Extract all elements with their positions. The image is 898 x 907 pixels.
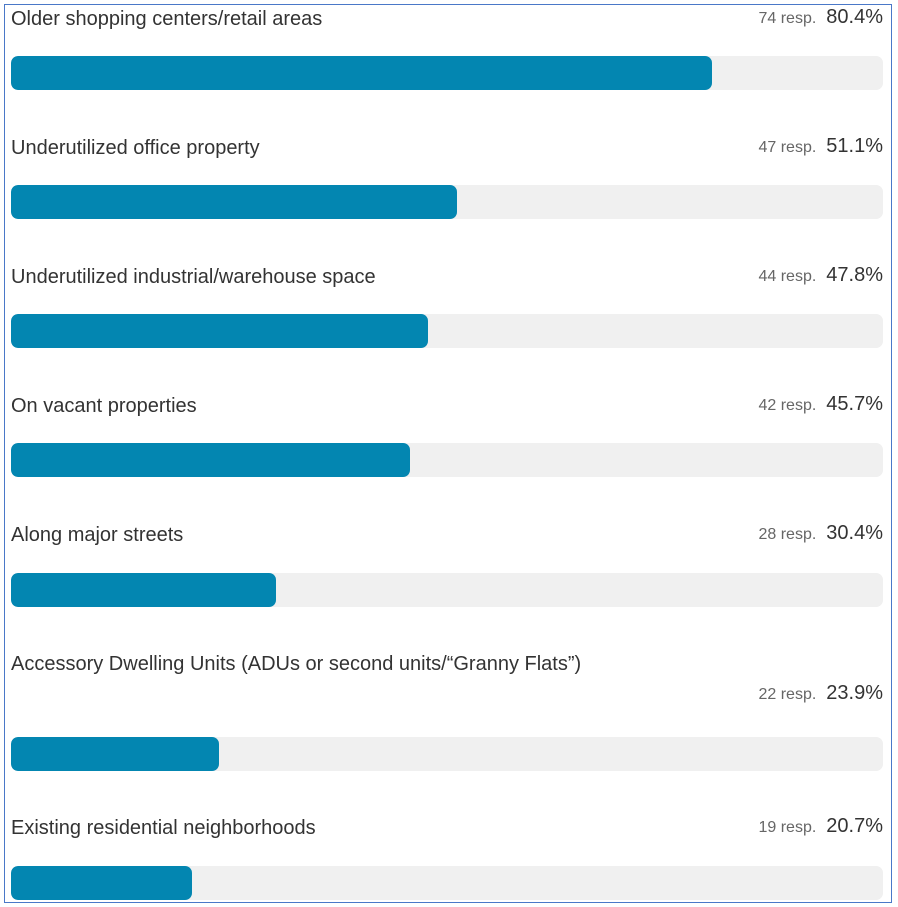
percent-label: 20.7% <box>826 815 883 837</box>
bar-fill <box>11 443 410 477</box>
percent-label: 80.4% <box>826 6 883 28</box>
bar-track <box>11 443 883 477</box>
category-label: Underutilized industrial/warehouse space <box>11 266 376 288</box>
percent-label: 30.4% <box>826 522 883 544</box>
bar-track <box>11 737 883 771</box>
category-label: On vacant properties <box>11 395 197 417</box>
bar-track <box>11 314 883 348</box>
bar-track <box>11 56 883 90</box>
category-label: Accessory Dwelling Units (ADUs or second… <box>11 653 582 675</box>
percent-label: 45.7% <box>826 393 883 415</box>
response-count-label: 22 resp. <box>758 686 817 703</box>
bar-track <box>11 185 883 219</box>
response-count-label: 47 resp. <box>758 139 817 156</box>
value-meta: 44 resp. 47.8% <box>758 264 883 287</box>
bar-fill <box>11 185 457 219</box>
value-meta: 22 resp. 23.9% <box>758 682 883 705</box>
category-label: Existing residential neighborhoods <box>11 817 316 839</box>
bar-fill <box>11 573 276 607</box>
value-meta: 42 resp. 45.7% <box>758 393 883 416</box>
response-count-label: 28 resp. <box>758 526 817 543</box>
response-count-label: 42 resp. <box>758 397 817 414</box>
chart-frame <box>4 4 892 903</box>
value-meta: 47 resp. 51.1% <box>758 135 883 158</box>
category-label: Underutilized office property <box>11 137 260 159</box>
bar-track <box>11 573 883 607</box>
bar-fill <box>11 314 428 348</box>
percent-label: 47.8% <box>826 264 883 286</box>
bar-fill <box>11 737 219 771</box>
bar-track <box>11 866 883 900</box>
bar-fill <box>11 56 712 90</box>
response-count-label: 19 resp. <box>758 819 817 836</box>
response-count-label: 44 resp. <box>758 268 817 285</box>
percent-label: 23.9% <box>826 682 883 704</box>
percent-label: 51.1% <box>826 135 883 157</box>
category-label: Older shopping centers/retail areas <box>11 8 323 30</box>
value-meta: 28 resp. 30.4% <box>758 522 883 545</box>
response-count-label: 74 resp. <box>758 10 817 27</box>
value-meta: 74 resp. 80.4% <box>758 6 883 29</box>
bar-fill <box>11 866 192 900</box>
category-label: Along major streets <box>11 524 184 546</box>
value-meta: 19 resp. 20.7% <box>758 815 883 838</box>
